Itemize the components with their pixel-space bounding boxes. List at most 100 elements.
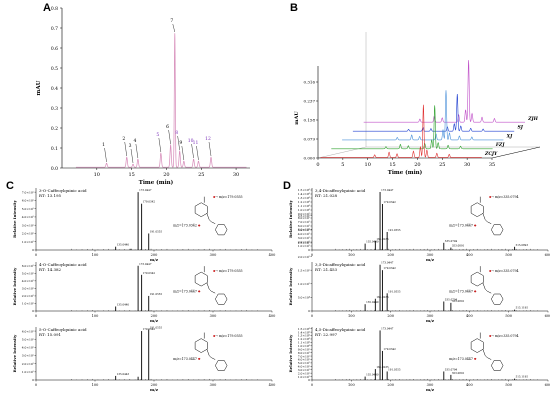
spec-c3-x-tick-label: 400	[269, 383, 276, 387]
a-x-tick-label: 10	[94, 172, 100, 178]
spec-c1-caffeoyl-chain	[206, 213, 216, 224]
spec-d1-peak-label: 191.0555	[388, 228, 401, 232]
spec-c2-y-tick-label: 5.0×10⁵	[22, 272, 35, 276]
b-x-tick-label: 20	[414, 162, 420, 168]
spec-c3-y-axis-label: Relative Intensity	[12, 334, 17, 372]
spec-d3-annotation-2: m/z=173.0447 ←	[449, 357, 477, 361]
spec-c2-annotation-2: m/z=173.0447 ←	[173, 289, 201, 293]
spec-c1-fragment-marker	[213, 196, 216, 198]
spec-d3-x-tick-label: 400	[466, 383, 473, 387]
spec-d1-peak-label: 179.0342	[383, 200, 396, 204]
spec-c1-aromatic-ring	[215, 224, 228, 236]
spec-c1-y-tick-label: 0	[32, 248, 34, 252]
spec-d1-y-tick-label: 1.1×10⁶	[298, 204, 311, 208]
spec-d1-x-tick-label: 0	[311, 253, 313, 257]
spec-c2-peak-label: 173.0447	[139, 262, 152, 266]
spec-c3-annotation-1: → m/z=179.0555	[215, 334, 242, 338]
panel-label-a: A	[43, 2, 51, 14]
spec-c1-y-tick-label: 3.0×10⁵	[22, 223, 35, 227]
a-peak-pointer	[196, 145, 199, 161]
spec-c1-quinic-ring	[194, 202, 208, 217]
b-x-tick-label: 25	[439, 162, 445, 168]
spec-c3-retention-time: RT: 15.091	[39, 332, 61, 337]
spec-c3-y-tick-label: 2.0×10⁵	[22, 362, 35, 366]
spec-d3-y-tick-label: 1.0×10⁶	[298, 344, 311, 348]
b-x-tick-label: 30	[464, 162, 470, 168]
spec-d3-aromatic-ring	[491, 360, 504, 371]
spec-d3-compound-name: 4,5-Dicaffeoylquinic acid	[315, 327, 366, 332]
spec-d1-y-tick-label: 1.2×10⁶	[298, 200, 311, 204]
spec-c2-x-tick-label: 0	[35, 314, 37, 318]
spec-d1-retention-time: RT: 21.028	[315, 193, 338, 198]
spec-c2-quinic-ring	[194, 271, 208, 287]
spec-d2-x-tick-label: 400	[466, 314, 473, 318]
b-series-label: ZJH	[527, 116, 538, 122]
spec-d1-y-tick-label: 4.0×10⁵	[298, 232, 311, 236]
spec-d3-x-tick-label: 100	[348, 383, 355, 387]
spec-d2-aromatic-ring	[491, 293, 504, 305]
a-chromatogram-line	[75, 33, 247, 168]
spec-d3-peak-label: 335.0794	[445, 367, 458, 371]
spec-d1-quinic-ring	[470, 202, 484, 217]
b-series-line	[331, 105, 493, 150]
spec-c2-y-tick-label: 1.0×10⁵	[22, 302, 35, 306]
a-peak-label: 7	[170, 18, 173, 24]
spec-d1-fragment-marker	[474, 224, 477, 227]
spec-c2-annotation-1: → m/z=179.0555	[215, 269, 242, 273]
spec-d1-y-tick-label: 2.0×10⁵	[298, 240, 311, 244]
a-peak-pointer	[208, 141, 212, 157]
spec-d1-caffeoyl-chain	[482, 213, 492, 224]
spec-c3-y-tick-label: 0	[32, 378, 34, 382]
b-y-axis-label: mAU	[294, 111, 300, 125]
spec-d2-quinic-ring	[470, 271, 484, 287]
spec-d1-y-tick-label: 1.0×10⁵	[298, 244, 311, 248]
a-peak-pointer	[104, 147, 107, 163]
spec-c3-x-tick-label: 100	[92, 383, 99, 387]
spec-d2-compound-name: 3,5-Dicaffeoylquinic acid	[315, 262, 366, 267]
spec-d3-y-tick-label: 1.4×10⁶	[298, 330, 311, 334]
spec-c1-y-tick-label: 4.0×10⁵	[22, 215, 35, 219]
spec-d3-peak-label: 353.0891	[452, 371, 465, 375]
a-y-axis-label: mAU	[36, 80, 42, 95]
a-y-tick-label: 0.8	[51, 6, 58, 12]
spec-c3-peak-label: 191.0555	[150, 325, 163, 329]
spec-c2-compound-name: 4-O-Caffeoylquinic acid	[39, 262, 87, 267]
spec-c3-y-tick-label: 4.0×10⁵	[22, 346, 35, 350]
b-x-tick-label: 5	[341, 162, 344, 168]
spec-d2-x-tick-label: 200	[387, 314, 394, 318]
b-y-tick-label: 0.000	[304, 156, 316, 161]
spec-d1-peak-label: 135.0440	[366, 240, 379, 244]
spec-d2-y-tick-label: 3.0×10⁵	[298, 228, 311, 232]
spec-c1-peak-label: 179.0342	[143, 200, 156, 204]
spec-d2-y-tick-label: 0	[308, 309, 310, 313]
spec-c3-peak-label: 135.0443	[117, 372, 130, 376]
spec-d1-y-tick-label: 1.0×10⁶	[298, 208, 311, 212]
a-x-tick-label: 20	[163, 172, 169, 178]
a-peak-pointer	[168, 129, 171, 145]
spec-d3-peak-label: 191.0555	[388, 367, 401, 371]
spec-d3-retention-time: RT: 22.997	[315, 332, 338, 337]
spec-d1-y-tick-label: 1.5×10⁶	[298, 188, 311, 192]
spec-d1-y-tick-label: 1.4×10⁶	[298, 192, 311, 196]
spec-d1-x-tick-label: 500	[505, 253, 512, 257]
spec-c1-y-tick-label: 7.0×10⁵	[22, 190, 35, 194]
a-peak-pointer	[130, 148, 134, 164]
spec-d1-x-tick-label: 100	[348, 253, 355, 257]
a-peak-label: 1	[102, 142, 105, 148]
spec-c2-fragment-marker	[198, 290, 201, 293]
a-x-tick-label: 15	[128, 172, 134, 178]
spec-d2-y-tick-label: 5.0×10⁴	[298, 296, 311, 300]
spec-d1-y-axis-label: Relative Intensity	[288, 199, 293, 237]
spec-d1-peak-label: 353.0891	[452, 244, 465, 248]
b-back-wall	[317, 32, 540, 159]
spec-d1-y-tick-label: 8.0×10⁵	[298, 216, 311, 220]
spec-c2-x-axis-label: m/z	[150, 318, 159, 323]
spec-c2-peak-label: 191.0555	[150, 292, 163, 296]
spec-c2-caffeoyl-chain	[206, 282, 216, 294]
a-peak-label: 10	[188, 138, 194, 144]
spec-c2-peak-label: 179.0342	[143, 271, 156, 275]
b-series-label: FZJ	[495, 142, 505, 148]
panel-label-b: B	[290, 2, 298, 14]
spec-d3-x-tick-label: 0	[311, 383, 313, 387]
